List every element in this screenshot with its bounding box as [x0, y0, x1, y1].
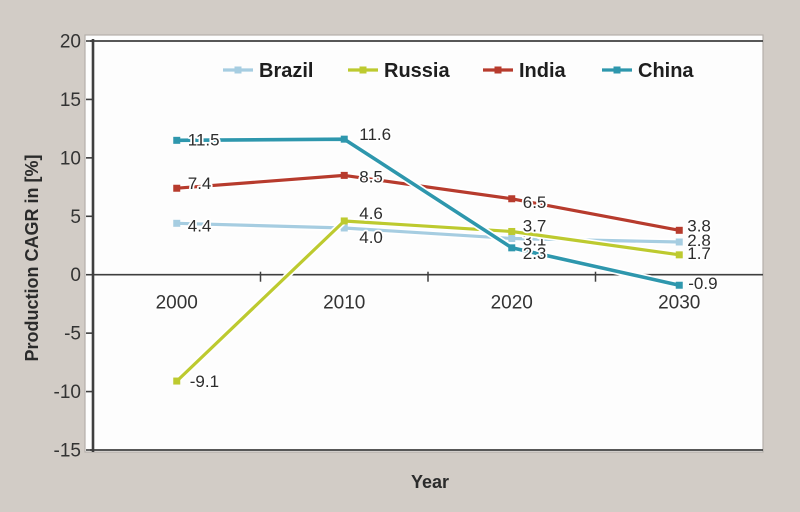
data-label-brazil-2010: 4.0 — [359, 228, 383, 247]
data-label-china-2000: 11.5 — [188, 130, 220, 149]
data-label-india-2020: 6.5 — [523, 193, 547, 212]
series-line-china — [176, 137, 680, 287]
series-layer: 4.44.0 3.1 2.8-9.14.63.71.77.4 8.56.53.811.… — [173, 123, 719, 393]
data-label-russia-2010: 4.6 — [359, 204, 383, 223]
data-point-india-2010 — [340, 171, 348, 179]
legend-swatch-india — [494, 66, 502, 74]
x-axis-title: Year — [411, 472, 449, 492]
data-label-russia-2000: -9.1 — [190, 372, 219, 391]
y-axis-tick-label: 0 — [70, 265, 81, 286]
data-label-china-2020: 2.3 — [523, 244, 547, 263]
data-point-brazil-2030 — [675, 238, 683, 246]
data-point-russia-2020 — [508, 227, 516, 235]
data-point-india-2030 — [675, 226, 683, 234]
data-label-brazil-2000: 4.4 — [188, 216, 212, 235]
legend-label-russia: Russia — [384, 60, 450, 82]
legend-item-india: India — [483, 60, 567, 82]
data-label-brazil-2030: 2.8 — [687, 231, 711, 250]
data-point-brazil-2000 — [173, 219, 181, 227]
legend-item-china: China — [602, 60, 694, 82]
y-axis-title: Production CAGR in [%] — [22, 155, 42, 362]
data-point-india-2000 — [173, 184, 181, 192]
data-label-india-2010: 8.5 — [359, 167, 383, 186]
y-axis-tick-label: 20 — [60, 32, 81, 53]
data-point-russia-2010 — [340, 217, 348, 225]
data-label-russia-2020: 3.7 — [523, 216, 547, 235]
legend-swatch-russia — [359, 66, 367, 74]
y-axis-tick-label: 15 — [60, 90, 81, 111]
y-axis-tick-label: -10 — [54, 382, 81, 403]
data-label-india-2000: 7.4 — [188, 174, 212, 193]
data-point-russia-2000 — [173, 377, 181, 385]
legend-label-india: India — [519, 60, 567, 82]
x-axis-tick-label: 2030 — [658, 293, 700, 314]
y-axis-tick-label: -15 — [54, 441, 81, 462]
legend-swatch-brazil — [234, 66, 242, 74]
data-point-brazil-2010 — [340, 224, 348, 232]
data-point-india-2020 — [508, 195, 516, 203]
y-axis-tick-label: -5 — [64, 324, 81, 345]
legend-label-brazil: Brazil — [259, 60, 313, 82]
data-point-russia-2030 — [675, 251, 683, 259]
data-point-china-2000 — [173, 136, 181, 144]
data-point-china-2020 — [508, 244, 516, 252]
x-axis-tick-label: 2000 — [156, 293, 198, 314]
y-axis-tick-label: 10 — [60, 148, 81, 169]
y-axis-tick-label: 5 — [70, 207, 81, 228]
series-line-india — [176, 173, 680, 232]
legend-item-brazil: Brazil — [223, 60, 313, 82]
legend: Brazil Russia India China — [223, 60, 694, 82]
data-label-india-2030: 3.8 — [687, 216, 711, 235]
data-point-china-2030 — [675, 281, 683, 289]
legend-item-russia: Russia — [348, 60, 450, 82]
x-axis-tick-label: 2020 — [491, 293, 533, 314]
legend-label-china: China — [638, 60, 694, 82]
legend-swatch-china — [613, 66, 621, 74]
data-label-china-2030: -0.9 — [688, 274, 717, 293]
data-label-russia-2030: 1.7 — [687, 244, 711, 263]
series-line-russia — [175, 219, 680, 383]
plot-area: 20 15 10 5 0 -5 -10 -15 2000 2010 2020 2030 — [54, 32, 764, 462]
data-label-china-2010: 11.6 — [359, 125, 391, 144]
data-point-china-2010 — [340, 135, 348, 143]
x-axis-tick-label: 2010 — [323, 293, 365, 314]
data-point-brazil-2020 — [508, 234, 516, 242]
